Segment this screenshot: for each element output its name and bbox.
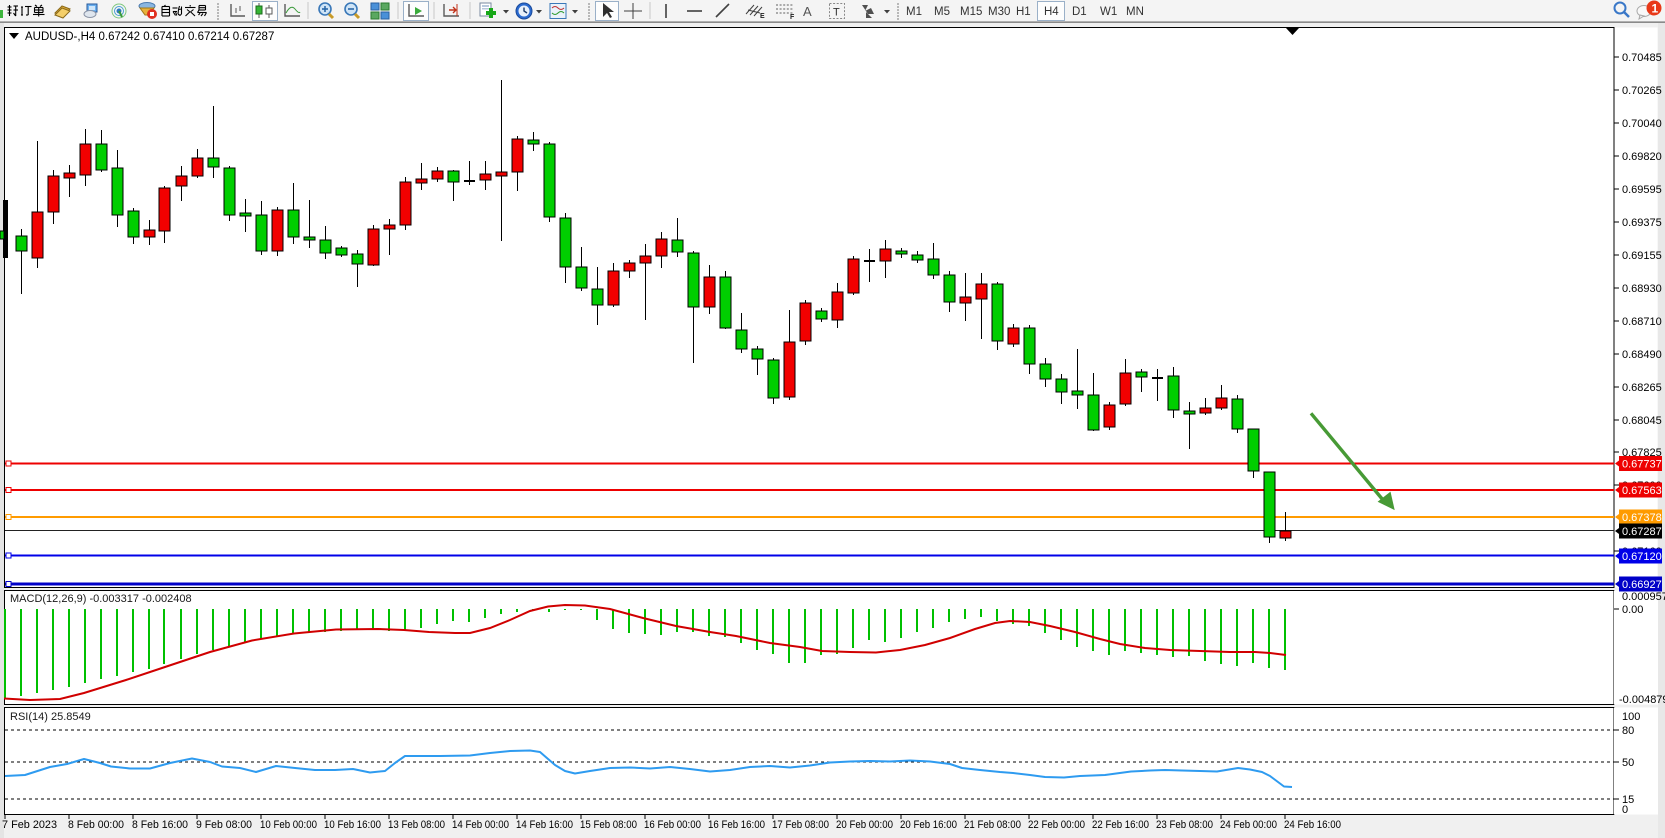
svg-text:22 Feb 00:00: 22 Feb 00:00	[1028, 819, 1085, 831]
svg-text:1: 1	[1652, 2, 1659, 16]
svg-text:0.69820: 0.69820	[1622, 151, 1662, 163]
svg-text:H4: H4	[1044, 6, 1059, 18]
svg-text:M5: M5	[934, 6, 950, 18]
svg-text:0.68930: 0.68930	[1622, 283, 1662, 295]
svg-text:D1: D1	[1072, 6, 1087, 18]
svg-text:0.67378: 0.67378	[1622, 512, 1662, 524]
svg-text:-0.004879: -0.004879	[1619, 694, 1665, 706]
svg-text:20 Feb 16:00: 20 Feb 16:00	[900, 819, 957, 831]
svg-text:A: A	[803, 4, 812, 19]
svg-text:15: 15	[1622, 794, 1634, 806]
svg-text:7 Feb 2023: 7 Feb 2023	[2, 819, 57, 831]
svg-text:0.70485: 0.70485	[1622, 52, 1662, 64]
svg-text:15 Feb 08:00: 15 Feb 08:00	[580, 819, 637, 831]
svg-text:100: 100	[1622, 711, 1640, 723]
svg-text:0.67287: 0.67287	[1622, 526, 1662, 538]
svg-text:22 Feb 16:00: 22 Feb 16:00	[1092, 819, 1149, 831]
svg-text:MN: MN	[1126, 6, 1144, 18]
svg-text:24 Feb 00:00: 24 Feb 00:00	[1220, 819, 1277, 831]
svg-text:10 Feb 00:00: 10 Feb 00:00	[260, 819, 317, 831]
svg-text:M1: M1	[906, 6, 922, 18]
svg-text:16 Feb 00:00: 16 Feb 00:00	[644, 819, 701, 831]
svg-text:0.68710: 0.68710	[1622, 316, 1662, 328]
svg-text:16 Feb 16:00: 16 Feb 16:00	[708, 819, 765, 831]
svg-text:0.70040: 0.70040	[1622, 118, 1662, 130]
svg-text:8 Feb 16:00: 8 Feb 16:00	[132, 819, 188, 831]
svg-text:M30: M30	[988, 6, 1010, 18]
svg-text:0.67120: 0.67120	[1622, 551, 1662, 563]
svg-text:0.70265: 0.70265	[1622, 85, 1662, 97]
svg-text:0.69375: 0.69375	[1622, 217, 1662, 229]
svg-text:13 Feb 08:00: 13 Feb 08:00	[388, 819, 445, 831]
svg-text:23 Feb 08:00: 23 Feb 08:00	[1156, 819, 1213, 831]
svg-text:0.67563: 0.67563	[1622, 485, 1662, 497]
svg-text:10 Feb 16:00: 10 Feb 16:00	[324, 819, 381, 831]
svg-text:0.67737: 0.67737	[1622, 459, 1662, 471]
svg-text:9 Feb 08:00: 9 Feb 08:00	[196, 819, 252, 831]
svg-text:17 Feb 08:00: 17 Feb 08:00	[772, 819, 829, 831]
svg-text:W1: W1	[1100, 6, 1117, 18]
svg-text:0: 0	[1622, 804, 1628, 816]
svg-text:T: T	[833, 7, 840, 19]
svg-text:20 Feb 00:00: 20 Feb 00:00	[836, 819, 893, 831]
svg-text:0.69155: 0.69155	[1622, 250, 1662, 262]
svg-text:AUDUSD-,H4 0.67242 0.67410 0.: AUDUSD-,H4 0.67242 0.67410 0.67214 0.672…	[25, 31, 274, 43]
svg-text:H1: H1	[1016, 6, 1031, 18]
svg-text:F: F	[790, 14, 795, 21]
svg-text:14 Feb 00:00: 14 Feb 00:00	[452, 819, 509, 831]
svg-text:0.68045: 0.68045	[1622, 415, 1662, 427]
svg-text:50: 50	[1622, 757, 1634, 769]
svg-text:24 Feb 16:00: 24 Feb 16:00	[1284, 819, 1341, 831]
svg-text:0.69595: 0.69595	[1622, 184, 1662, 196]
svg-text:E: E	[760, 13, 765, 20]
svg-text:0.000957: 0.000957	[1622, 591, 1665, 603]
svg-text:MACD(12,26,9) -0.003317 -0.002: MACD(12,26,9) -0.003317 -0.002408	[10, 593, 192, 605]
svg-text:0.68265: 0.68265	[1622, 382, 1662, 394]
svg-text:21 Feb 08:00: 21 Feb 08:00	[964, 819, 1021, 831]
svg-text:0.66927: 0.66927	[1622, 579, 1662, 591]
svg-text:14 Feb 16:00: 14 Feb 16:00	[516, 819, 573, 831]
svg-text:8 Feb 00:00: 8 Feb 00:00	[68, 819, 124, 831]
svg-text:RSI(14) 25.8549: RSI(14) 25.8549	[10, 711, 91, 723]
svg-text:0.00: 0.00	[1622, 604, 1643, 616]
svg-text:80: 80	[1622, 725, 1634, 737]
svg-text:M15: M15	[960, 6, 982, 18]
svg-text:0.68490: 0.68490	[1622, 349, 1662, 361]
